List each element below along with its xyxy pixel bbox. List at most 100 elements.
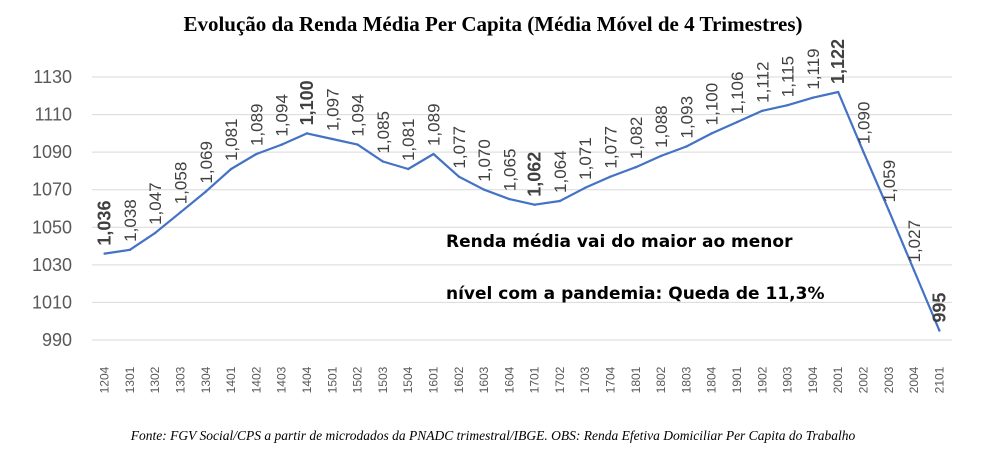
x-tick-label: 1302 <box>148 366 162 393</box>
data-point <box>204 190 208 193</box>
x-tick-label: 2001 <box>831 366 845 393</box>
chart-title: Evolução da Renda Média Per Capita (Médi… <box>183 12 803 36</box>
annotation-line-1: Renda média vai do maior ao menor <box>446 232 793 252</box>
x-tick-label: 1301 <box>123 366 137 393</box>
data-point <box>229 167 233 171</box>
data-label: 1,082 <box>627 117 646 160</box>
x-tick-label: 1702 <box>553 366 567 393</box>
x-tick-label: 1701 <box>528 366 542 393</box>
x-tick-label: 1204 <box>98 366 112 393</box>
x-tick-label: 1304 <box>199 366 213 393</box>
data-label: 1,047 <box>146 182 165 225</box>
x-tick-label: 1601 <box>426 366 440 393</box>
x-tick-label: 1502 <box>351 366 365 393</box>
data-point <box>735 120 739 124</box>
x-tick-label: 2003 <box>882 366 896 393</box>
data-point <box>912 269 916 272</box>
data-label: 1,058 <box>172 162 191 205</box>
data-point <box>255 152 258 156</box>
data-point <box>508 197 511 201</box>
data-label: 1,090 <box>854 102 873 145</box>
data-label: 1,100 <box>297 80 317 125</box>
x-tick-label: 1904 <box>806 366 820 393</box>
data-label: 1,081 <box>399 119 418 162</box>
data-point <box>406 167 410 171</box>
data-point <box>103 252 106 255</box>
data-label: 1,112 <box>753 62 772 103</box>
data-point <box>331 137 334 141</box>
x-tick-label: 1803 <box>679 366 693 393</box>
data-point <box>609 175 612 178</box>
data-point <box>128 248 132 252</box>
x-tick-label: 1802 <box>654 366 668 393</box>
x-tick-label: 1401 <box>224 366 238 393</box>
data-point <box>584 186 587 190</box>
x-tick-label: 1901 <box>730 366 744 393</box>
data-label: 1,077 <box>450 126 469 169</box>
data-label: 1,059 <box>880 160 899 203</box>
y-tick-label: 1050 <box>32 217 72 237</box>
x-tick-label: 1602 <box>452 366 466 393</box>
x-tick-label: 1704 <box>604 366 618 393</box>
data-label: 1,085 <box>374 111 393 154</box>
data-label: 1,097 <box>323 88 342 131</box>
y-tick-label: 1010 <box>32 292 72 312</box>
data-point <box>280 143 283 146</box>
data-point <box>457 175 460 178</box>
data-point <box>558 199 562 203</box>
data-point <box>685 145 688 148</box>
data-label: 1,119 <box>804 48 823 89</box>
data-label: 1,094 <box>349 94 368 137</box>
y-tick-label: 1070 <box>32 180 72 200</box>
x-tick-label: 1504 <box>401 366 415 393</box>
data-point <box>356 143 359 146</box>
data-label: 1,106 <box>728 72 747 115</box>
data-point <box>179 211 182 214</box>
data-label: 1,064 <box>551 150 570 193</box>
data-label: 1,089 <box>247 103 266 146</box>
data-label: 1,071 <box>576 137 595 180</box>
x-tick-label: 1801 <box>629 366 643 393</box>
data-label: 1,077 <box>602 126 621 169</box>
x-tick-label: 1402 <box>249 366 263 393</box>
data-point <box>154 231 157 235</box>
y-tick-label: 990 <box>42 330 72 350</box>
x-tick-label: 2004 <box>907 366 921 393</box>
data-point <box>710 132 713 135</box>
data-label: 1,088 <box>652 105 671 148</box>
source-note: Fonte: FGV Social/CPS a partir de microd… <box>130 428 856 443</box>
data-label: 1,070 <box>475 139 494 182</box>
series-line <box>104 90 941 332</box>
data-point <box>634 165 638 169</box>
x-tick-label: 1903 <box>781 366 795 393</box>
data-point <box>887 209 890 212</box>
data-label: 1,036 <box>95 201 115 246</box>
x-tick-label: 1404 <box>300 366 314 393</box>
data-point <box>533 203 536 206</box>
x-tick-label: 1804 <box>705 366 719 393</box>
data-point <box>761 109 764 113</box>
y-tick-label: 1090 <box>32 142 72 162</box>
data-label: 995 <box>929 293 949 323</box>
data-point <box>938 329 941 332</box>
data-label: 1,115 <box>779 56 798 97</box>
x-tick-label: 1501 <box>325 366 339 393</box>
data-point <box>659 154 663 158</box>
data-point <box>381 160 385 163</box>
x-tick-label: 2002 <box>856 366 870 393</box>
data-label: 1,038 <box>121 199 140 242</box>
data-point <box>432 152 435 156</box>
annotation-line-2: nível com a pandemia: Queda de 11,3% <box>446 284 825 304</box>
x-tick-label: 1604 <box>502 366 516 393</box>
y-tick-label: 1130 <box>33 67 72 87</box>
y-tick-label: 1030 <box>32 255 72 275</box>
data-label: 1,093 <box>677 96 696 139</box>
data-label: 1,069 <box>197 141 216 184</box>
data-point <box>862 150 865 154</box>
data-point <box>836 90 840 94</box>
data-label: 1,089 <box>424 103 443 146</box>
x-tick-label: 1902 <box>755 366 769 393</box>
data-point <box>482 188 486 191</box>
data-label: 1,065 <box>500 149 519 192</box>
